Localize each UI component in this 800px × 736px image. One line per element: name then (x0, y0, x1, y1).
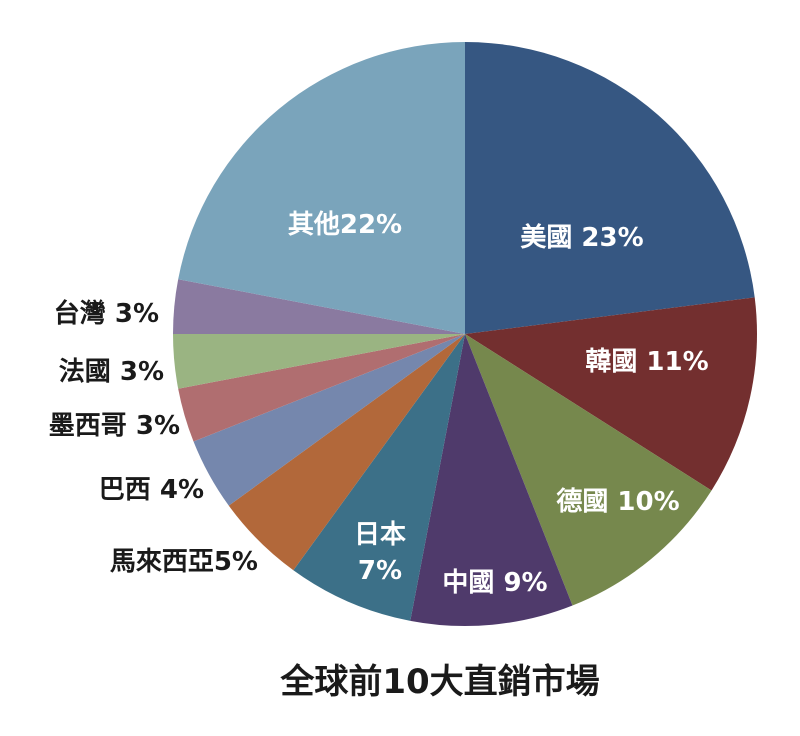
slice-label: 其他22% (288, 210, 402, 240)
slice-label: 墨西哥 3% (49, 411, 180, 441)
pie-slice (178, 41, 466, 334)
pie-slice (173, 334, 465, 389)
slice-label: 法國 3% (59, 357, 164, 387)
chart-title: 全球前10大直銷市場 (279, 662, 599, 702)
slice-label: 中國 9% (442, 568, 547, 598)
slice-label: 德國 10% (556, 487, 679, 517)
pie-slice (465, 42, 755, 334)
pie-slice (173, 279, 465, 334)
slice-label: 台灣 3% (54, 298, 159, 329)
pie-slice (465, 297, 758, 491)
pie-slices (173, 41, 758, 627)
pie-slice (410, 334, 573, 627)
pie-slice (193, 334, 465, 506)
pie-labels: 美國 23% 韓國 11% 德國 10% 中國 9% 日本 7% 馬來西亞5% 巴西 4% 墨西… (49, 210, 709, 598)
pie-slice (293, 334, 465, 621)
pie-slice (178, 334, 466, 442)
slice-label: 日本 7% (354, 520, 406, 586)
slice-label: 馬來西亞5% (110, 547, 258, 577)
slice-label: 巴西 4% (99, 475, 204, 505)
pie-slice (228, 334, 465, 571)
pie-slice (465, 334, 712, 606)
slice-label: 韓國 11% (585, 347, 708, 377)
slice-label: 美國 23% (520, 222, 643, 253)
